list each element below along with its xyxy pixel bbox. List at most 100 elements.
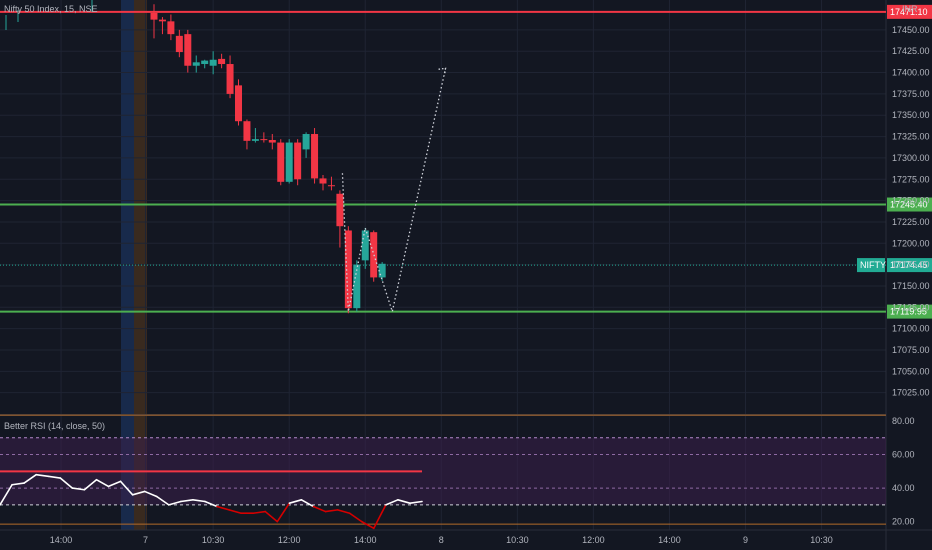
rsi-segment bbox=[168, 500, 182, 506]
price-tick-label: 17200.00 bbox=[892, 238, 930, 248]
price-tick-label: 17400.00 bbox=[892, 68, 930, 78]
candle-body bbox=[218, 58, 226, 65]
symbol-badge bbox=[857, 258, 885, 273]
candle-body bbox=[243, 121, 251, 141]
price-tick-label: 17300.00 bbox=[892, 153, 930, 163]
rsi-segment bbox=[192, 499, 206, 503]
time-tick-label: 12:00 bbox=[582, 535, 605, 545]
price-tick-label: 17075.00 bbox=[892, 345, 930, 355]
candles bbox=[5, 0, 386, 314]
rsi-segment bbox=[216, 505, 230, 511]
candle-body bbox=[336, 193, 344, 227]
rsi-title: Better RSI (14, close, 50) bbox=[4, 421, 105, 431]
price-tick-label: 17025.00 bbox=[892, 388, 930, 398]
time-tick-label: 10:30 bbox=[810, 535, 833, 545]
price-tick-label: 17225.00 bbox=[892, 217, 930, 227]
rsi-segment bbox=[312, 505, 327, 513]
candle-body bbox=[294, 142, 302, 180]
rsi-segment bbox=[372, 504, 387, 530]
rsi-tick-label: 80.00 bbox=[892, 416, 915, 426]
price-tick-label: 17100.00 bbox=[892, 324, 930, 334]
candle-body bbox=[268, 139, 276, 143]
candle-body bbox=[344, 230, 352, 309]
rsi-segment bbox=[59, 477, 74, 489]
rsi-segment bbox=[360, 520, 375, 530]
price-tick-label: 17175.00 bbox=[892, 260, 930, 270]
rsi-segment bbox=[264, 510, 279, 523]
rsi-segment bbox=[385, 499, 399, 506]
candle-body bbox=[226, 64, 234, 94]
price-axis: 17450.00 17425.00 17400.00 17375.00 17350.00… bbox=[892, 25, 930, 527]
time-tick-label: 7 bbox=[143, 535, 148, 545]
rsi-tick-label: 60.00 bbox=[892, 450, 915, 460]
price-tick-label: 17325.00 bbox=[892, 132, 930, 142]
candle-body bbox=[158, 19, 166, 22]
price-tick-label: 17125.00 bbox=[892, 302, 930, 312]
candle-body bbox=[184, 34, 192, 66]
time-tick-label: 14:00 bbox=[354, 535, 377, 545]
level-badge-label: 17119.95 bbox=[890, 307, 927, 317]
projection-path bbox=[341, 67, 447, 315]
rsi-segment bbox=[276, 502, 291, 523]
time-tick-label: 8 bbox=[439, 535, 444, 545]
time-tick-label: 10:30 bbox=[202, 535, 225, 545]
time-tick-label: 14:00 bbox=[658, 535, 681, 545]
rsi-segment bbox=[180, 499, 194, 503]
last-price-badge-label: 17174.45 bbox=[890, 260, 928, 270]
rsi-segment bbox=[143, 490, 158, 498]
rsi-segment bbox=[397, 499, 411, 504]
rsi-segment bbox=[131, 490, 146, 496]
time-tick-label: 10:30 bbox=[506, 535, 529, 545]
candle-body bbox=[361, 230, 369, 261]
candle-body bbox=[370, 232, 378, 278]
rsi-tick-label: 40.00 bbox=[892, 483, 915, 493]
rsi-segment bbox=[35, 473, 50, 478]
symbol-badge-label: NIFTY bbox=[860, 260, 886, 270]
currency-label: INR bbox=[902, 4, 918, 14]
time-axis: 14:00 7 10:30 12:00 14:00 8 10:30 12:00 14:00 9 10… bbox=[50, 535, 833, 545]
candle-body bbox=[175, 35, 183, 53]
rsi-segment bbox=[252, 510, 267, 515]
level-badge bbox=[887, 304, 932, 319]
rsi-segment bbox=[336, 509, 351, 515]
rsi-segment bbox=[47, 475, 62, 479]
candle-body bbox=[302, 134, 310, 150]
candle-body bbox=[192, 62, 200, 66]
price-tick-label: 17375.00 bbox=[892, 89, 930, 99]
projection-line bbox=[341, 68, 447, 315]
projection-arrowhead bbox=[438, 67, 447, 76]
rsi-segment bbox=[11, 482, 25, 486]
candle-body bbox=[285, 142, 293, 182]
rsi-segment bbox=[155, 495, 170, 506]
level-badge-label: 17245.40 bbox=[890, 200, 928, 210]
price-tick-label: 17350.00 bbox=[892, 110, 930, 120]
rsi-pane bbox=[0, 414, 886, 530]
rsi-segment bbox=[348, 512, 363, 523]
rsi-tick-label: 20.00 bbox=[892, 517, 915, 527]
rsi-segment bbox=[23, 473, 37, 484]
candle-body bbox=[311, 134, 319, 179]
candle-body bbox=[319, 178, 327, 184]
rsi-segment bbox=[83, 478, 98, 491]
candle-body bbox=[353, 264, 361, 309]
rsi-segment bbox=[288, 499, 303, 504]
rsi-segment bbox=[119, 480, 134, 496]
candle-body bbox=[378, 263, 386, 278]
price-tick-label: 17150.00 bbox=[892, 281, 930, 291]
rsi-segment bbox=[204, 500, 218, 508]
level-badge-label: 17471.10 bbox=[890, 7, 928, 17]
level-badge bbox=[887, 4, 932, 19]
rsi-segment bbox=[324, 509, 339, 513]
price-tick-label: 17425.00 bbox=[892, 46, 930, 56]
candle-body bbox=[277, 142, 285, 182]
chart-title: Nifty 50 Index, 15, NSE bbox=[4, 4, 98, 14]
candle-body bbox=[235, 85, 242, 122]
horizontal-levels: 17471.10 17245.40 17119.95 NIFTY 17174.45 bbox=[0, 4, 932, 319]
price-tick-label: 17250.00 bbox=[892, 196, 930, 206]
rsi-segment bbox=[409, 500, 423, 504]
rsi-segment bbox=[0, 483, 13, 506]
price-tick-label: 17275.00 bbox=[892, 174, 930, 184]
candle-body bbox=[150, 12, 158, 20]
time-tick-label: 9 bbox=[743, 535, 748, 545]
